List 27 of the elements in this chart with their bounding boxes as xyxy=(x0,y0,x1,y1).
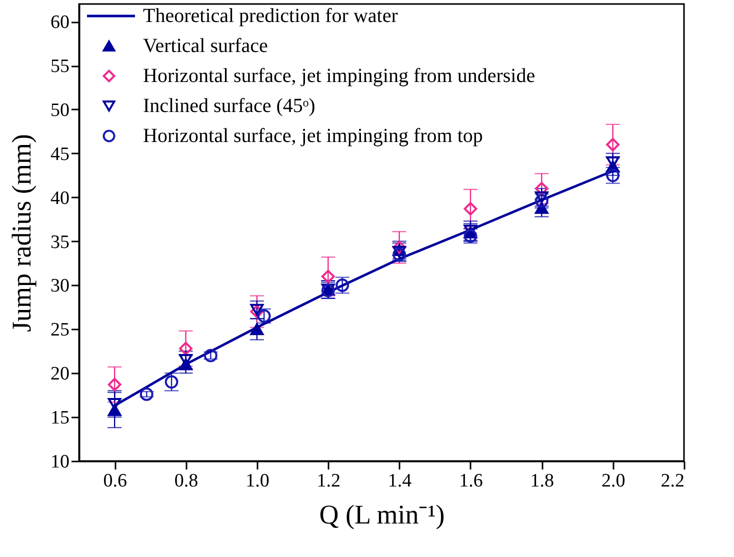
y-tick-label: 40 xyxy=(50,188,70,209)
y-tick-label: 15 xyxy=(50,408,70,429)
x-tick-label: 0.6 xyxy=(103,470,127,492)
legend-label: Vertical surface xyxy=(143,35,268,57)
x-tick-label: 1.2 xyxy=(316,470,340,492)
x-tick-label: 1.0 xyxy=(246,470,270,492)
y-axis-title: Jump radius (mm) xyxy=(6,134,36,332)
x-tick-label: 1.8 xyxy=(530,470,554,492)
x-tick-label: 0.8 xyxy=(174,470,198,492)
x-tick-label: 1.6 xyxy=(459,470,483,492)
y-tick-label: 20 xyxy=(50,364,70,385)
legend-label: Horizontal surface, jet impinging from underside xyxy=(143,65,536,87)
legend-label: Theoretical prediction for water xyxy=(143,5,398,27)
x-axis-title: Q (L min⁻¹) xyxy=(319,500,445,530)
y-tick-label: 60 xyxy=(50,12,70,34)
y-tick-label: 10 xyxy=(50,452,70,472)
y-tick-label: 45 xyxy=(50,144,70,165)
x-tick-label: 2.2 xyxy=(660,470,684,492)
x-tick-label: 1.4 xyxy=(388,470,412,492)
y-tick-label: 50 xyxy=(50,100,70,121)
y-tick-label: 35 xyxy=(50,232,70,253)
y-tick-label: 55 xyxy=(50,56,70,78)
y-tick-label: 25 xyxy=(50,320,70,341)
legend-label: Horizontal surface, jet impinging from top xyxy=(143,125,483,147)
y-tick-label: 30 xyxy=(50,276,70,297)
legend-label: Inclined surface (45ᵒ) xyxy=(143,95,316,117)
x-tick-label: 2.0 xyxy=(601,470,626,492)
